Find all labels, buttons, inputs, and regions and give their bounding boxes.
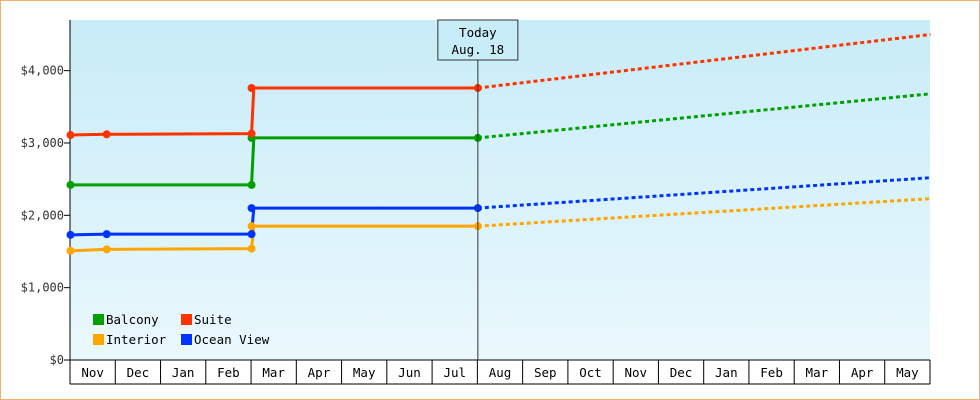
x-tick-label: Nov [625,365,648,380]
y-tick-label: $1,000 [21,281,64,295]
data-point-ocean-view [247,204,256,213]
x-tick-label: Jun [398,365,421,380]
x-tick-label: Apr [308,365,331,380]
x-tick-label: Sep [534,365,557,380]
legend-swatch-interior [93,334,104,345]
legend-label-balcony: Balcony [106,312,159,327]
data-point-suite [66,131,75,140]
x-tick-label: Mar [806,365,829,380]
data-point-interior [247,222,256,231]
legend-label-suite: Suite [194,312,232,327]
data-point-interior [66,246,75,255]
legend-swatch-ocean-view [181,334,192,345]
y-tick-label: $0 [50,353,64,367]
forecast-line-interior [477,197,931,228]
y-tick-label: $4,000 [21,64,64,78]
legend-swatch-suite [181,314,192,325]
data-point-ocean-view [102,230,111,239]
today-label: Today [459,25,497,40]
x-tick-label: Apr [851,365,874,380]
data-point-ocean-view [247,230,256,239]
data-point-interior [247,244,256,253]
x-tick-label: May [896,365,919,380]
x-tick-label: Feb [760,365,783,380]
x-tick-label: Mar [262,365,285,380]
x-tick-label: Dec [127,365,150,380]
x-tick-label: Jan [715,365,738,380]
legend-swatch-balcony [93,314,104,325]
data-point-suite [247,84,256,92]
x-tick-label: Jan [172,365,195,380]
plot-area [70,20,930,360]
forecast-line-suite [477,32,931,90]
data-point-ocean-view [66,230,75,239]
today-box [437,19,519,61]
x-tick-label: Aug [489,365,512,380]
y-tick-label: $2,000 [21,208,64,222]
today-date: Aug. 18 [452,42,505,57]
x-tick-label: May [353,365,376,380]
data-point-suite [247,129,256,138]
x-tick-label: Feb [217,365,240,380]
data-point-balcony [247,180,256,189]
forecast-line-ocean-view [477,176,931,210]
x-tick-label: Oct [579,365,602,380]
data-point-balcony [66,180,75,189]
x-tick-label: Jul [443,365,466,380]
data-point-interior [102,245,111,254]
legend-label-interior: Interior [106,332,167,347]
y-tick-label: $3,000 [21,136,64,150]
x-tick-label: Nov [81,365,104,380]
forecast-line-balcony [477,92,931,140]
x-tick-label: Dec [670,365,693,380]
series-line-balcony [70,136,478,187]
data-point-suite [102,130,111,139]
legend-label-ocean-view: Ocean View [194,332,270,347]
